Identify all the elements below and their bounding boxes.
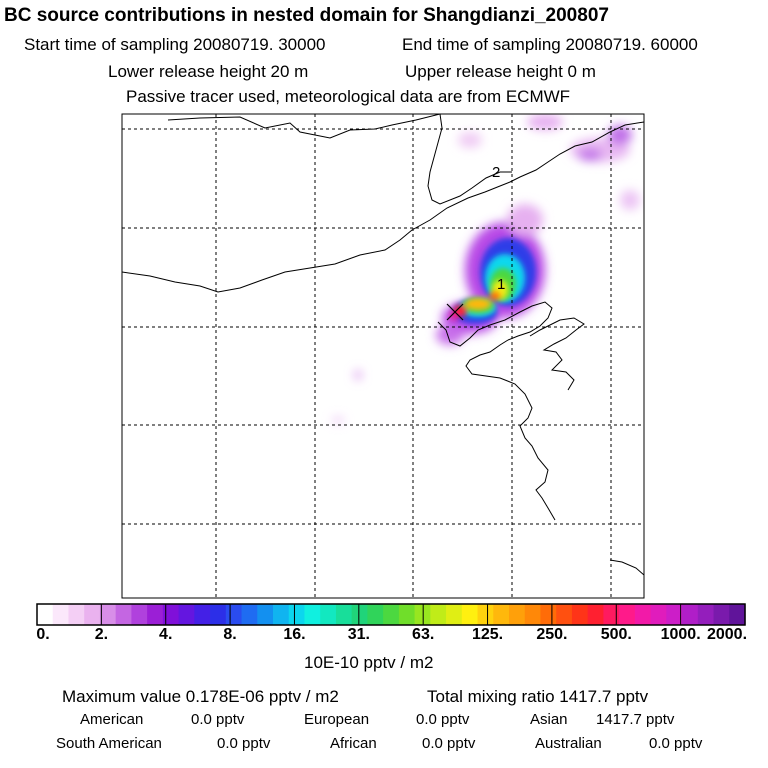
colorbar-cell [178,604,195,625]
map-plot-area: 1 2 [122,114,644,598]
colorbar-cell [697,604,715,625]
region-value-asian: 1417.7 pptv [596,711,675,728]
max-value: Maximum value 0.178E-06 pptv / m2 [62,687,339,706]
colorbar-cell [351,604,368,625]
region-name-south-american: South American [56,735,162,752]
colorbar-cell [273,604,290,625]
colorbar-cell [477,604,494,625]
region-value-european: 0.0 pptv [416,711,470,728]
colorbar-tick-label: 500. [600,626,632,643]
tracer-note: Passive tracer used, meteorological data… [126,87,571,106]
total-mixing-ratio: Total mixing ratio 1417.7 pptv [427,687,649,706]
colorbar-cell [194,604,211,625]
colorbar-cell [493,604,510,625]
colorbar-tick-label: 0. [36,626,50,643]
colorbar-cell [210,604,227,625]
colorbar-cell [147,604,164,625]
colorbar-cell [398,604,416,625]
colorbar-tick-label: 16. [283,626,306,643]
colorbar-cell [634,604,652,625]
colorbar-cell [556,604,573,625]
colorbar [36,603,746,626]
colorbar-cell [571,604,589,625]
colorbar-cell [335,604,353,625]
colorbar-cell [37,604,54,625]
colorbar-cell [461,604,479,625]
colorbar-cell [304,604,321,625]
graticule [122,114,644,598]
colorbar-cell [540,604,557,625]
colorbar-cell [84,604,101,625]
colorbar-cell [587,604,604,625]
colorbar-tick-label: 8. [223,626,237,643]
colorbar-tick-label: 250. [536,626,568,643]
colorbar-cell [524,604,542,625]
site-label-2: 2 [492,164,500,181]
region-value-american: 0.0 pptv [191,711,245,728]
region-value-south-american: 0.0 pptv [217,735,271,752]
colorbar-cell [666,604,683,625]
colorbar-frame [36,603,746,626]
colorbar-cell [162,604,180,625]
region-name-african: African [330,735,377,752]
colorbar-cell [430,604,447,625]
receptor-site-marker [446,303,464,321]
colorbar-cell [320,604,337,625]
colorbar-cell [68,604,85,625]
sampling-start: Start time of sampling 20080719. 30000 [24,35,326,54]
colorbar-tick-label: 4. [159,626,173,643]
colorbar-tick-label: 63. [412,626,435,643]
plume-core [450,280,508,320]
colorbar-cell [99,604,117,625]
colorbar-cell [52,604,70,625]
colorbar-cell [131,604,148,625]
colorbar-unit-label: 10E-10 pptv / m2 [304,653,434,672]
colorbar-cell [446,604,463,625]
colorbar-cell [619,604,636,625]
colorbar-tick-label: 2000. [706,626,748,643]
region-name-australian: Australian [535,735,602,752]
region-name-american: American [80,711,144,728]
colorbar-cell [288,604,306,625]
region-value-australian: 0.0 pptv [649,735,703,752]
colorbar-cell [603,604,620,625]
region-name-asian: Asian [530,711,568,728]
colorbar-cell [257,604,274,625]
colorbar-cell [729,604,746,625]
upper-release-height: Upper release height 0 m [405,62,596,81]
colorbar-tick-label: 125. [471,626,504,643]
colorbar-cell [241,604,258,625]
colorbar-cell [650,604,667,625]
map-title: BC source contributions in nested domain… [4,5,609,26]
map-frame [121,113,645,599]
colorbar-tick-label: 2. [94,626,109,643]
region-value-african: 0.0 pptv [422,735,476,752]
colorbar-tick-label: 31. [347,626,370,643]
colorbar-cell [713,604,730,625]
colorbar-cell [115,604,132,625]
colorbar-tick-label: 1000. [660,626,701,643]
colorbar-cell [367,604,384,625]
colorbar-cell [225,604,243,625]
colorbar-cell [383,604,400,625]
sampling-end: End time of sampling 20080719. 60000 [402,35,698,54]
region-name-european: European [304,711,370,728]
colorbar-cell [682,604,699,625]
site-label-1: 1 [497,276,505,293]
lower-release-height: Lower release height 20 m [108,62,309,81]
colorbar-cell [509,604,526,625]
